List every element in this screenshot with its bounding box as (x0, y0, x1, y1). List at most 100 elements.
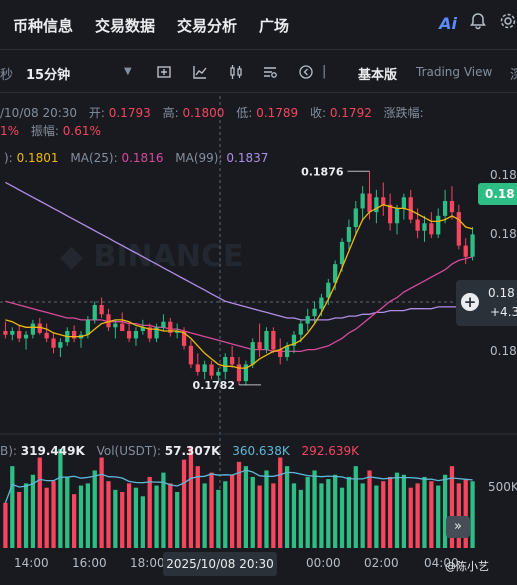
interval-selected[interactable]: 15分钟 (26, 68, 71, 83)
volume-bar (223, 481, 228, 548)
ma7-value: 0.1801 (16, 151, 59, 165)
candle-body (319, 297, 324, 309)
view-basic[interactable]: 基本版 (358, 68, 398, 83)
top-tabs: 币种信息 交易数据 交易分析 广场 (0, 0, 517, 50)
tab-coin-info[interactable]: 币种信息 (13, 16, 74, 35)
tab-square[interactable]: 广场 (259, 16, 290, 35)
ma99-path (5, 181, 473, 321)
volume-bar (374, 485, 379, 548)
volume-bar (126, 483, 132, 548)
candle-body (51, 338, 56, 348)
volume-bar (298, 489, 303, 548)
volume-bar (99, 457, 104, 548)
candle-body (3, 331, 8, 335)
indicator-icon[interactable] (156, 64, 172, 84)
candle-body (216, 371, 221, 376)
interval-partial[interactable]: 秒 (0, 68, 14, 83)
volume-bar (415, 483, 420, 548)
candle-body (85, 319, 90, 335)
volume-bar (23, 483, 29, 548)
tab-trading-analysis[interactable]: 交易分析 (177, 16, 238, 35)
settings-list-icon[interactable] (262, 64, 278, 84)
volume-bar (147, 476, 152, 548)
volume-bar (181, 459, 187, 548)
candle-body (463, 245, 468, 257)
candle-body (58, 342, 63, 348)
volume-bar (271, 483, 276, 548)
scroll-to-latest-button[interactable]: » (446, 516, 470, 538)
view-depth[interactable]: 深 (510, 68, 517, 83)
bell-icon[interactable] (469, 12, 487, 34)
crosshair-date: 2025/10/08 20:30 (163, 552, 277, 576)
interval-dropdown-icon[interactable]: ▼ (124, 66, 132, 77)
candle-body (326, 282, 331, 298)
svg-text:◆ BINANCE: ◆ BINANCE (60, 239, 244, 274)
candle-body (298, 323, 303, 335)
volume-bar (188, 446, 194, 548)
tab-trading-data[interactable]: 交易数据 (95, 16, 156, 35)
more-icon[interactable] (298, 64, 314, 84)
candle-body (415, 219, 420, 231)
candle-body (257, 342, 262, 350)
volume-bar (120, 492, 125, 548)
candle-body (120, 323, 125, 331)
candle-body (346, 227, 352, 242)
candlestick-chart[interactable]: ◆ BINANCE 0.1876 0.1782 (0, 96, 517, 556)
crosshair-price-label[interactable]: + 0.18 +4.3 (456, 280, 517, 326)
candle-body (202, 364, 207, 372)
add-alert-icon[interactable]: + (461, 293, 479, 311)
candle-body (236, 364, 242, 382)
vol-b-value: 319.449K (20, 444, 85, 458)
volume-bar (408, 487, 413, 548)
volume-bar (161, 472, 166, 548)
volume-bar (353, 466, 358, 548)
price-annotations: 0.1876 0.1782 (193, 165, 370, 392)
high-label: 高: (162, 106, 179, 120)
amp-row: 1% 振幅: 0.61% (0, 122, 101, 139)
ma25-value: 0.1816 (121, 151, 164, 165)
volume-bar (470, 481, 475, 548)
ai-icon[interactable]: Ai (439, 13, 457, 33)
candle-body (394, 208, 400, 224)
candle-body (436, 215, 441, 235)
settings-icon[interactable] (499, 12, 517, 34)
volume-bar (140, 496, 145, 548)
divider (0, 49, 517, 50)
vol-ma-a: 360.638K (232, 444, 290, 458)
candle-body (291, 334, 297, 346)
volume-bar (85, 483, 90, 548)
time-tick: 16:00 (72, 556, 107, 570)
candle-body (23, 334, 29, 339)
candle-body (339, 241, 345, 265)
candle-body (305, 316, 310, 324)
close-label: 收: (309, 106, 327, 120)
volume-bar (58, 448, 63, 548)
top-icons: Ai (439, 12, 517, 34)
volume-bar (312, 470, 317, 548)
volume-bar (360, 483, 365, 548)
volume-bar (436, 485, 441, 548)
vol-usdt-value: 57.307K (164, 444, 221, 458)
candle-body (37, 323, 42, 333)
volume-bar (442, 474, 448, 548)
volume-bar (216, 489, 221, 548)
volume-bar (168, 483, 173, 548)
volume-row: B): 319.449K Vol(USDT): 57.307K 360.638K… (0, 444, 359, 458)
candle-body (44, 332, 49, 339)
amp-value: 0.61% (62, 124, 101, 138)
candle-body (388, 204, 393, 224)
ohlc-date: /10/08 20:30 (0, 106, 78, 120)
ma99-label: MA(99): (175, 151, 223, 165)
candle-body (72, 331, 77, 339)
candle-body (181, 331, 187, 346)
view-tradingview[interactable]: Trading View (416, 65, 493, 79)
volume-bar (278, 457, 283, 548)
candle-body (230, 357, 235, 365)
volume-bar (305, 476, 310, 548)
volume-bar (401, 474, 406, 548)
axis-price-tag: 0.18 (490, 168, 517, 182)
volume-bars (3, 446, 475, 548)
line-chart-icon[interactable] (192, 64, 208, 84)
candle-icon[interactable] (228, 64, 244, 84)
candle-body (99, 305, 104, 315)
